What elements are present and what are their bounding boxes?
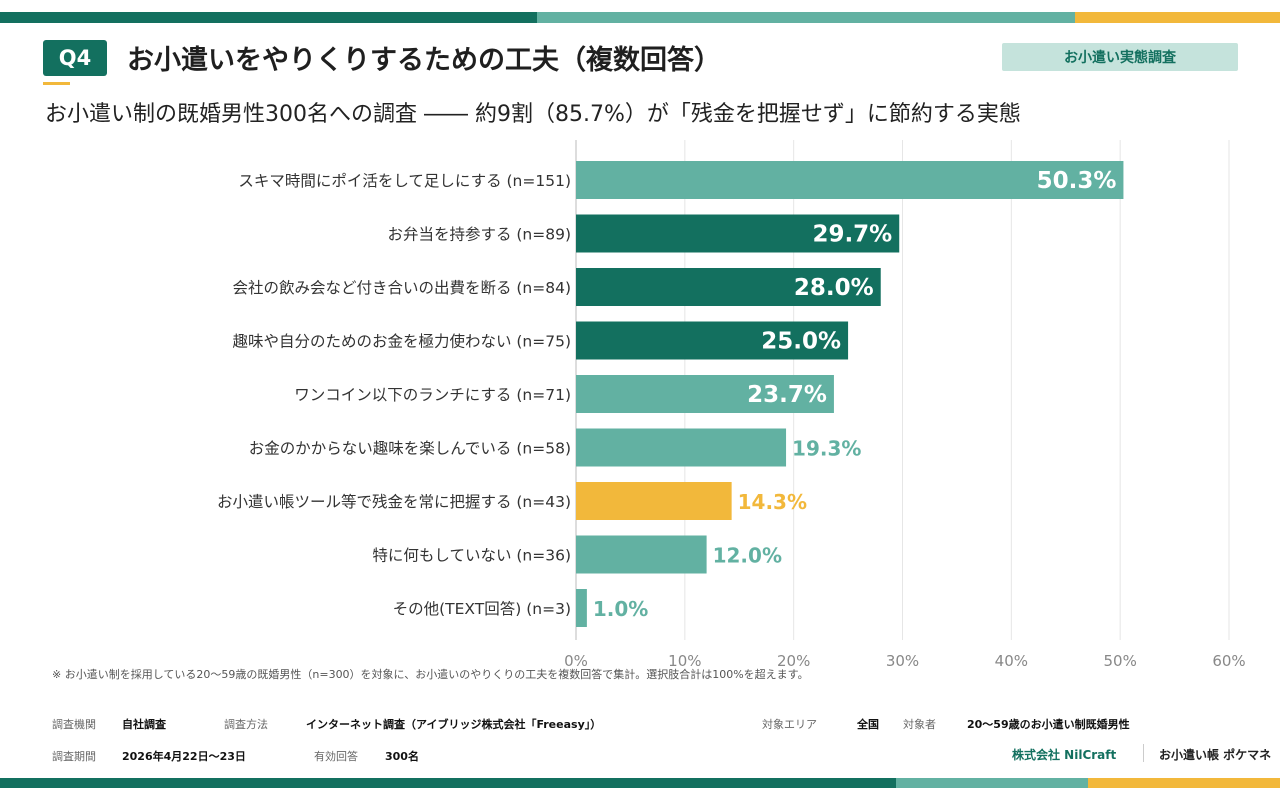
category-label-3: 趣味や自分のためのお金を極力使わない (n=75) [232,333,571,351]
value-label-6: 14.3% [738,490,807,514]
bar-5 [576,428,787,467]
bar-0 [576,161,1124,199]
x-tick-label-4: 40% [995,652,1028,670]
top-accent-yellow [1075,12,1280,23]
page-title: お小遣いをやりくりするための工夫（複数回答） [127,45,721,76]
top-accent-dark [0,12,537,23]
bottom-accent-bar [0,778,1280,788]
meta-target-value: 20〜59歳のお小遣い制既婚男性 [967,718,1130,731]
question-badge-underline [43,82,70,85]
category-label-8: その他(TEXT回答) (n=3) [393,600,571,618]
meta-period-label: 調査期間 [52,750,96,763]
meta-method-label: 調査方法 [224,718,268,731]
value-label-7: 12.0% [713,544,782,568]
x-tick-label-2: 20% [777,652,810,670]
x-tick-label-0: 0% [564,652,588,670]
category-label-1: お弁当を持参する (n=89) [387,226,571,244]
x-tick-label-1: 10% [668,652,701,670]
bar-3 [576,321,849,360]
value-label-8: 1.0% [593,597,648,621]
category-label-0: スキマ時間にポイ活をして足しにする (n=151) [238,172,571,190]
x-tick-label-6: 60% [1212,652,1245,670]
bottom-accent-dark [0,778,896,788]
question-badge: Q4 [43,40,107,76]
bottom-accent-yellow [1088,778,1280,788]
value-label-1: 29.7% [812,222,892,248]
value-label-0: 50.3% [1037,168,1117,194]
value-label-5: 19.3% [792,437,861,461]
bar-2 [576,268,881,306]
meta-period-value: 2026年4月22日〜23日 [122,750,246,763]
survey-tag: お小遣い実態調査 [1002,43,1238,71]
top-accent-light [537,12,1075,23]
bar-7 [576,535,707,574]
category-label-6: お小遣い帳ツール等で残金を常に把握する (n=43) [217,493,571,511]
x-tick-label-3: 30% [886,652,919,670]
meta-area-label: 対象エリア [762,718,817,731]
category-label-5: お金のかからない趣味を楽しんでいる (n=58) [249,440,571,458]
brand-divider [1143,744,1144,762]
bar-chart-svg: 0% 10% 20% 30% 40% 50% 60% スキマ時間にポイ活をして足しにする (n… [217,140,1246,670]
bottom-accent-light [896,778,1088,788]
meta-org-label: 調査機関 [52,718,96,731]
x-tick-label-5: 50% [1103,652,1136,670]
page-subtitle: お小遣い制の既婚男性300名への調査 ―― 約9割（85.7%）が「残金を把握せ… [45,102,1021,127]
bar-1 [576,214,900,253]
bar-4 [576,375,834,413]
company-name: 株式会社 NilCraft [1012,748,1117,762]
bar-8 [576,589,587,627]
meta-valid-value: 300名 [385,750,419,763]
meta-method-value: インターネット調査（アイブリッジ株式会社「Freeasy」） [306,718,602,731]
product-name: お小遣い帳 ポケマネ [1159,748,1272,762]
category-label-7: 特に何もしていない (n=36) [372,547,571,565]
bar-6 [576,482,732,520]
footnote: ※ お小遣い制を採用している20〜59歳の既婚男性（n=300）を対象に、お小遣… [52,668,809,681]
meta-target-label: 対象者 [903,718,936,731]
category-label-2: 会社の飲み会など付き合いの出費を断る (n=84) [232,279,571,297]
meta-org-value: 自社調査 [122,718,166,731]
value-label-4: 23.7% [747,382,827,408]
meta-valid-label: 有効回答 [314,750,358,763]
bar-chart: 0% 10% 20% 30% 40% 50% 60% スキマ時間にポイ活をして足しにする (n… [0,140,1280,680]
top-accent-bar [0,12,1280,23]
value-label-2: 28.0% [794,275,874,301]
value-label-3: 25.0% [761,329,841,355]
category-label-4: ワンコイン以下のランチにする (n=71) [294,386,571,404]
meta-area-value: 全国 [857,718,879,731]
